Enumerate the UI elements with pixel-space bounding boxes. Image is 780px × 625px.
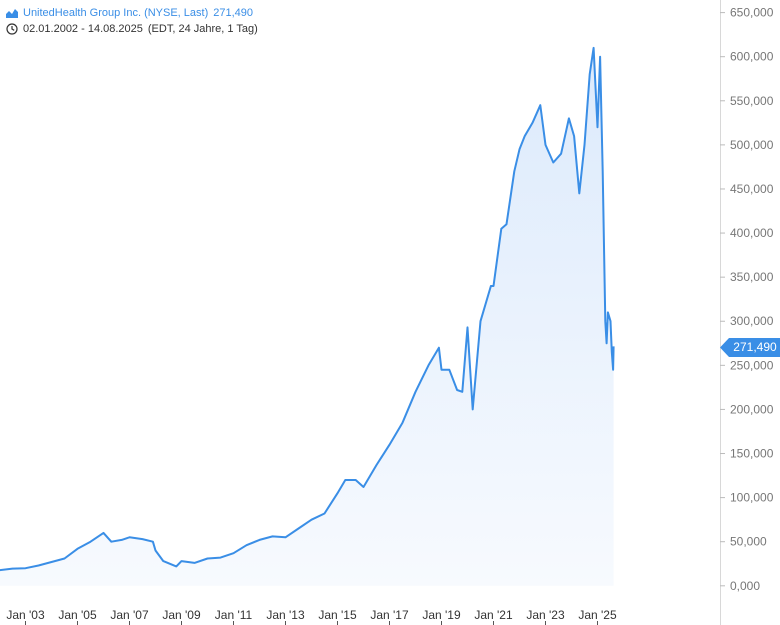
- series-line[interactable]: [0, 46, 615, 572]
- x-tick-label: Jan '07: [110, 608, 149, 622]
- x-tick-label: Jan '19: [422, 608, 461, 622]
- y-tick-label: 250,000: [730, 358, 774, 372]
- x-tick-label: Jan '21: [474, 608, 513, 622]
- y-tick-label: 150,000: [730, 447, 774, 461]
- x-tick-label: Jan '09: [162, 608, 201, 622]
- y-tick-label: 400,000: [730, 226, 774, 240]
- legend-range-row: 02.01.2002 - 14.08.2025 (EDT, 24 Jahre, …: [6, 21, 258, 37]
- y-tick-label: 50,000: [730, 535, 767, 549]
- y-tick-label: 0,000: [730, 579, 760, 593]
- y-tick-label: 450,000: [730, 182, 774, 196]
- y-tick-label: 650,000: [730, 6, 774, 20]
- y-tick-label: 100,000: [730, 491, 774, 505]
- legend-range-info: (EDT, 24 Jahre, 1 Tag): [147, 23, 258, 35]
- x-tick-label: Jan '11: [215, 608, 253, 622]
- x-tick-label: Jan '17: [370, 608, 409, 622]
- series-area: [0, 47, 614, 586]
- x-tick-label: Jan '23: [526, 608, 565, 622]
- legend-series-value: 271,490: [213, 7, 254, 19]
- last-price-tag: 271,490: [720, 338, 780, 357]
- y-tick-label: 300,000: [730, 314, 774, 328]
- last-price-value: 271,490: [733, 340, 777, 354]
- chart-legend: UnitedHealth Group Inc. (NYSE, Last) 271…: [6, 5, 258, 37]
- y-tick-label: 600,000: [730, 50, 774, 64]
- x-tick-label: Jan '25: [578, 608, 617, 622]
- legend-series-label: UnitedHealth Group Inc. (NYSE, Last): [23, 7, 209, 19]
- area-chart-icon: [6, 7, 18, 19]
- y-tick-label: 350,000: [730, 270, 774, 284]
- legend-date-range: 02.01.2002 - 14.08.2025: [23, 23, 143, 35]
- y-tick-label: 200,000: [730, 402, 774, 416]
- y-tick-label: 550,000: [730, 94, 774, 108]
- x-tick-label: Jan '13: [266, 608, 305, 622]
- x-tick-label: Jan '05: [58, 608, 97, 622]
- x-tick-label: Jan '03: [6, 608, 45, 622]
- x-tick-label: Jan '15: [318, 608, 357, 622]
- clock-icon: [6, 23, 18, 35]
- y-tick-label: 500,000: [730, 138, 774, 152]
- legend-series-row[interactable]: UnitedHealth Group Inc. (NYSE, Last) 271…: [6, 5, 258, 21]
